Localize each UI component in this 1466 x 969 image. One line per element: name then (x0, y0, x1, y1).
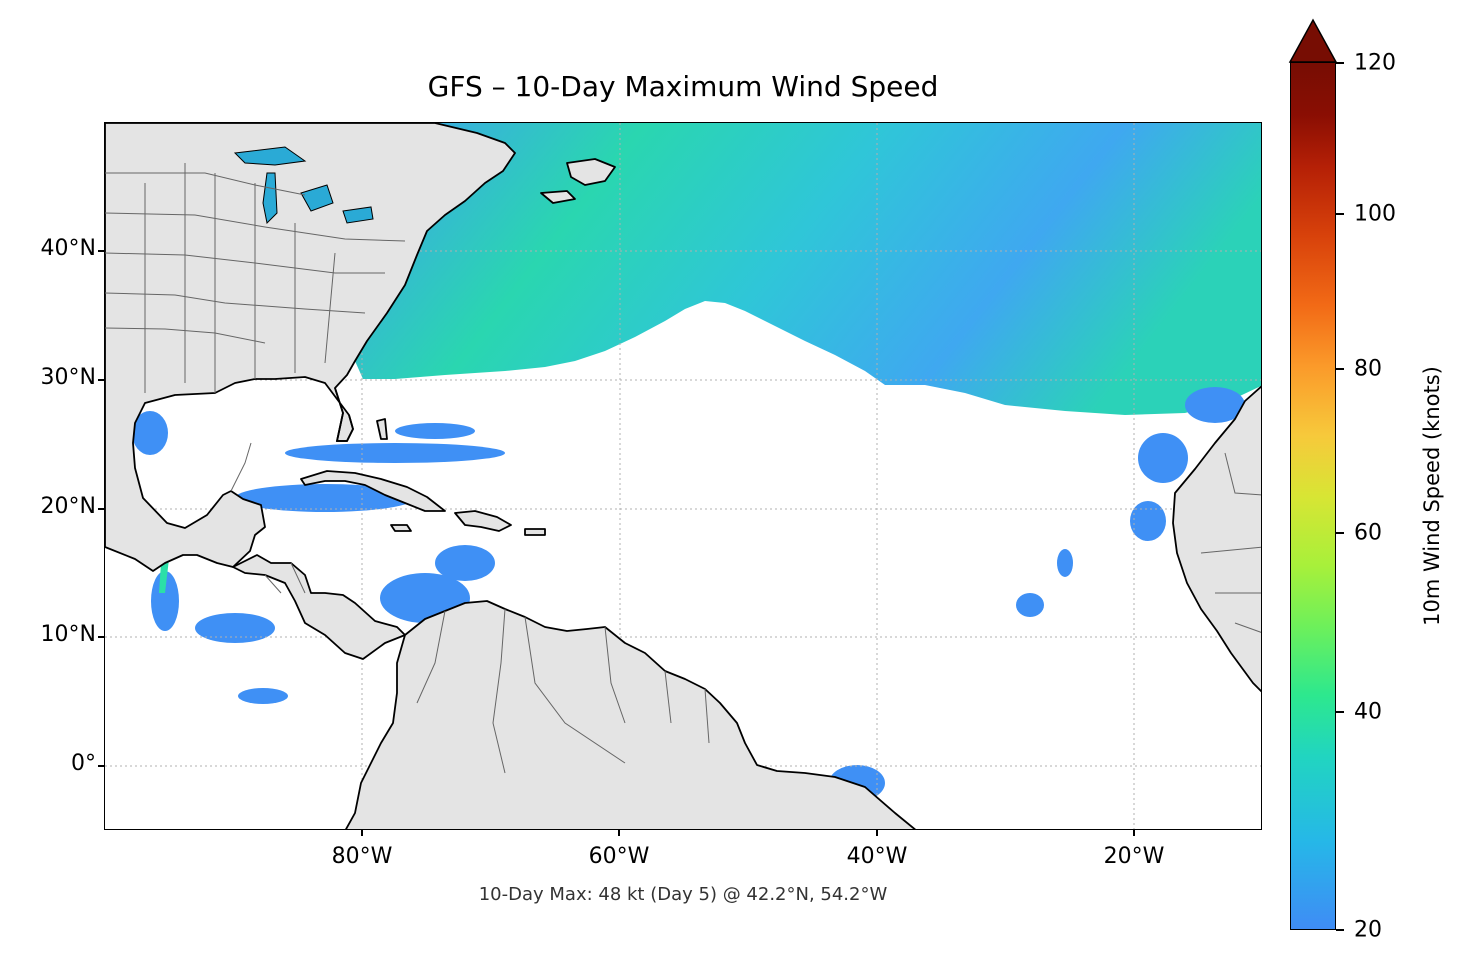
x-label-40w: 40°W (846, 844, 908, 869)
wind-swath-north-atlantic (355, 123, 1261, 415)
x-label-20w: 20°W (1103, 844, 1165, 869)
y-label-30n: 30°N (40, 365, 96, 390)
y-tick-0 (98, 765, 104, 767)
y-label-10n: 10°N (40, 622, 96, 647)
colorbar-label-80: 80 (1354, 356, 1382, 382)
colorbar-label-20: 20 (1354, 917, 1382, 943)
max-wind-footer: 10-Day Max: 48 kt (Day 5) @ 42.2°N, 54.2… (478, 884, 888, 905)
colorbar-tick-20 (1336, 929, 1344, 931)
colorbar (1290, 62, 1336, 930)
map-plot-area (104, 122, 1262, 830)
colorbar-label-120: 120 (1354, 50, 1396, 76)
land-africa (1172, 385, 1261, 693)
colorbar-tick-100 (1336, 213, 1344, 215)
colorbar-label-40: 40 (1354, 699, 1382, 725)
colorbar-tick-80 (1336, 368, 1344, 370)
land-nova-scotia (540, 190, 576, 204)
land-south-america (345, 600, 916, 829)
map-title: GFS – 10-Day Maximum Wind Speed (427, 70, 939, 103)
x-label-60w: 60°W (588, 844, 650, 869)
y-label-20n: 20°N (40, 494, 96, 519)
x-tick-20w (1133, 830, 1135, 836)
land-north-america (105, 123, 516, 572)
wind-speed-map (105, 123, 1261, 829)
land-central-america (232, 554, 406, 660)
wind-patch-caribbean-green (159, 559, 169, 593)
land-cuba (300, 470, 446, 512)
great-lakes (233, 146, 374, 225)
y-tick-10n (98, 636, 104, 638)
y-label-0: 0° (71, 751, 96, 776)
coastline-gulf (334, 387, 354, 442)
land-bahamas (376, 418, 388, 440)
colorbar-label-100: 100 (1354, 201, 1396, 227)
land (105, 123, 1261, 829)
land-hispaniola (454, 510, 512, 532)
x-tick-80w (361, 830, 363, 836)
y-tick-40n (98, 250, 104, 252)
y-tick-20n (98, 508, 104, 510)
political-borders (105, 163, 1261, 774)
colorbar-title: 10m Wind Speed (knots) (1420, 366, 1444, 626)
y-label-40n: 40°N (40, 236, 96, 261)
colorbar-label-60: 60 (1354, 520, 1382, 546)
x-tick-60w (618, 830, 620, 836)
x-label-80w: 80°W (331, 844, 393, 869)
colorbar-tick-60 (1336, 532, 1344, 534)
colorbar-tick-120 (1336, 62, 1344, 64)
y-tick-30n (98, 379, 104, 381)
land-jamaica (390, 524, 412, 532)
colorbar-tick-40 (1336, 711, 1344, 713)
land-puerto-rico (524, 528, 546, 536)
land-newfoundland (566, 158, 616, 186)
colorbar-extend-arrow (1288, 18, 1338, 63)
x-tick-40w (876, 830, 878, 836)
